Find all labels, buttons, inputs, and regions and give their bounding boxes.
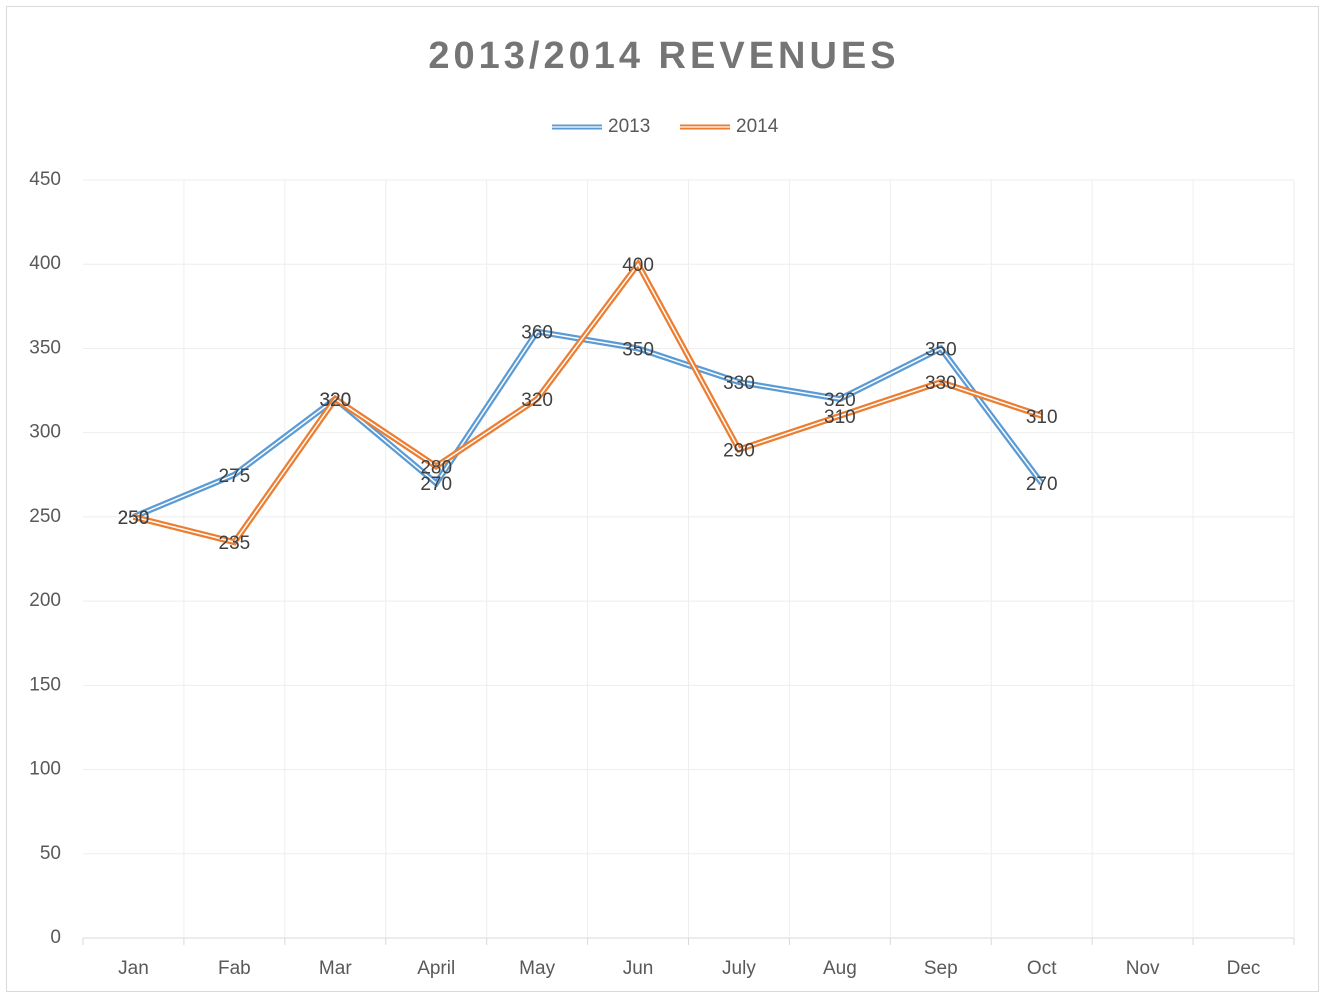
data-label: 320	[824, 390, 856, 411]
y-tick-label: 150	[29, 674, 61, 695]
y-tick-label: 350	[29, 337, 61, 358]
data-label: 310	[1026, 407, 1058, 428]
y-tick-label: 200	[29, 590, 61, 611]
y-tick-label: 400	[29, 253, 61, 274]
x-tick-label: Fab	[218, 958, 251, 979]
legend-label: 2014	[736, 116, 779, 137]
y-tick-label: 250	[29, 506, 61, 527]
chart-title: 2013/2014 REVENUES	[428, 35, 899, 77]
x-tick-label: Nov	[1126, 958, 1160, 979]
x-tick-label: April	[417, 958, 455, 979]
data-label: 290	[723, 441, 755, 462]
y-tick-label: 50	[40, 843, 61, 864]
data-label: 250	[118, 508, 150, 529]
x-tick-label: Jan	[118, 958, 149, 979]
chart-border	[6, 6, 1319, 992]
data-label: 310	[824, 407, 856, 428]
data-label: 330	[925, 373, 957, 394]
series-line-inner	[133, 330, 1043, 518]
data-label: 320	[319, 390, 351, 411]
data-label: 250	[118, 508, 150, 529]
y-tick-label: 0	[50, 927, 61, 948]
legend-label: 2013	[608, 116, 650, 137]
x-tick-label: Sep	[924, 958, 958, 979]
data-label: 360	[521, 323, 553, 344]
data-label: 320	[319, 390, 351, 411]
x-tick-label: May	[519, 958, 555, 979]
data-label: 270	[420, 474, 452, 495]
series-line-inner	[133, 262, 1042, 544]
x-tick-label: Oct	[1027, 958, 1057, 979]
data-label: 235	[219, 533, 251, 554]
data-label: 350	[925, 339, 957, 360]
data-label: 320	[521, 390, 553, 411]
x-tick-label: July	[722, 958, 756, 979]
data-label: 330	[723, 373, 755, 394]
data-label: 350	[622, 339, 654, 360]
x-tick-label: Aug	[823, 958, 857, 979]
data-label: 280	[420, 457, 452, 478]
y-tick-label: 100	[29, 759, 61, 780]
data-label: 400	[622, 255, 654, 276]
y-tick-label: 450	[29, 169, 61, 190]
y-tick-label: 300	[29, 422, 61, 443]
x-tick-label: Jun	[623, 958, 654, 979]
data-label: 275	[219, 466, 251, 487]
x-tick-label: Mar	[319, 958, 352, 979]
data-label: 270	[1026, 474, 1058, 495]
x-tick-label: Dec	[1227, 958, 1261, 979]
